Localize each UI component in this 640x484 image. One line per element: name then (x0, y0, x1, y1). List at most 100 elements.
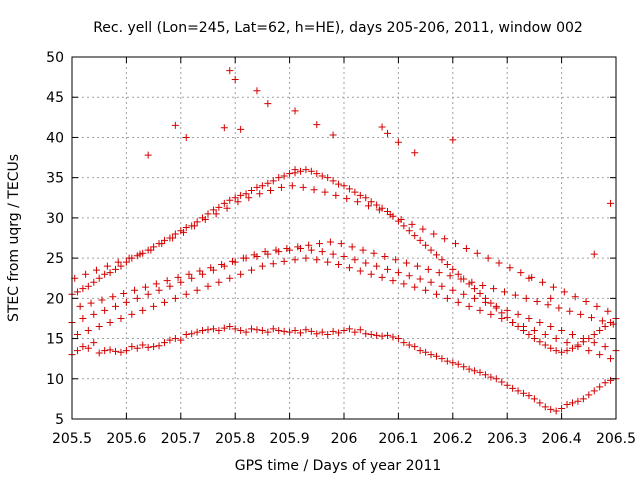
data-point (141, 283, 149, 291)
data-point (585, 391, 593, 399)
data-point (541, 331, 549, 339)
data-point (122, 347, 130, 355)
x-tick-label: 206.1 (378, 431, 418, 447)
data-point (343, 195, 351, 203)
data-point (196, 267, 204, 275)
x-tick-label: 206.4 (542, 431, 582, 447)
y-tick-label: 15 (46, 332, 64, 348)
data-point (144, 343, 152, 351)
data-point (381, 253, 389, 261)
data-point (95, 349, 103, 357)
data-point (207, 264, 215, 272)
data-point (596, 327, 604, 335)
data-point (193, 218, 201, 226)
data-point (536, 318, 544, 326)
data-point (231, 76, 239, 84)
data-point (98, 296, 106, 304)
data-point (209, 206, 217, 214)
data-point (234, 198, 242, 206)
data-point (411, 283, 419, 291)
y-tick-label: 35 (46, 171, 64, 187)
data-point (220, 199, 228, 207)
data-point (585, 347, 593, 355)
data-point (490, 285, 498, 293)
data-point (267, 187, 275, 195)
data-point (373, 262, 381, 270)
data-point (190, 222, 198, 230)
axis-ticks: 205.5 205.6 205.7 205.8 205.9 206 206.1 206.2 20… (46, 50, 636, 447)
data-point (218, 261, 226, 269)
data-point (150, 302, 158, 310)
data-point (492, 302, 500, 310)
data-point (492, 375, 500, 383)
data-point (139, 306, 147, 314)
data-point (596, 351, 604, 359)
data-point (209, 325, 217, 333)
data-point (568, 399, 576, 407)
data-point (422, 241, 430, 249)
data-point (604, 307, 612, 315)
data-point (476, 290, 484, 298)
data-point (362, 259, 370, 267)
data-point (288, 182, 296, 190)
data-point (117, 348, 125, 356)
data-point (511, 291, 519, 299)
data-point (237, 327, 245, 335)
x-axis-label: GPS time / Days of year 2011 (235, 458, 442, 474)
data-point (294, 243, 302, 251)
data-point (280, 172, 288, 180)
data-point (345, 264, 353, 272)
data-point (367, 198, 375, 206)
data-point (471, 285, 479, 293)
data-point (307, 246, 315, 254)
data-point (530, 395, 538, 403)
data-point (416, 236, 424, 244)
data-point (136, 250, 144, 258)
data-point (87, 299, 95, 307)
data-point (245, 194, 253, 202)
data-point (389, 333, 397, 341)
y-tick-label: 25 (46, 251, 64, 267)
data-point (394, 335, 402, 343)
data-point (199, 327, 207, 335)
data-point (302, 326, 310, 334)
data-point (90, 278, 98, 286)
data-point (264, 100, 272, 108)
data-point (364, 202, 372, 210)
data-point (465, 365, 473, 373)
data-point (215, 327, 223, 335)
data-point (84, 344, 92, 352)
data-point (332, 191, 340, 199)
data-point (150, 343, 158, 351)
data-point (133, 294, 141, 302)
data-point (438, 282, 446, 290)
data-point (329, 327, 337, 335)
data-point (593, 302, 601, 310)
data-point (329, 250, 337, 258)
data-point (394, 138, 402, 146)
data-point (525, 331, 533, 339)
data-point (566, 307, 574, 315)
data-point (120, 290, 128, 298)
data-point (324, 174, 332, 182)
data-point (498, 314, 506, 322)
data-point (174, 273, 182, 281)
x-tick-label: 205.5 (52, 431, 92, 447)
data-point (296, 167, 304, 175)
data-point (362, 330, 370, 338)
y-tick-label: 45 (46, 90, 64, 106)
data-point (408, 220, 416, 228)
data-point (552, 335, 560, 343)
data-point (541, 403, 549, 411)
data-point (435, 269, 443, 277)
data-point (335, 261, 343, 269)
data-point (378, 123, 386, 131)
data-point (400, 339, 408, 347)
data-point (514, 310, 522, 318)
data-point (465, 302, 473, 310)
data-point (242, 328, 250, 336)
data-point (269, 325, 277, 333)
data-point (171, 121, 179, 129)
